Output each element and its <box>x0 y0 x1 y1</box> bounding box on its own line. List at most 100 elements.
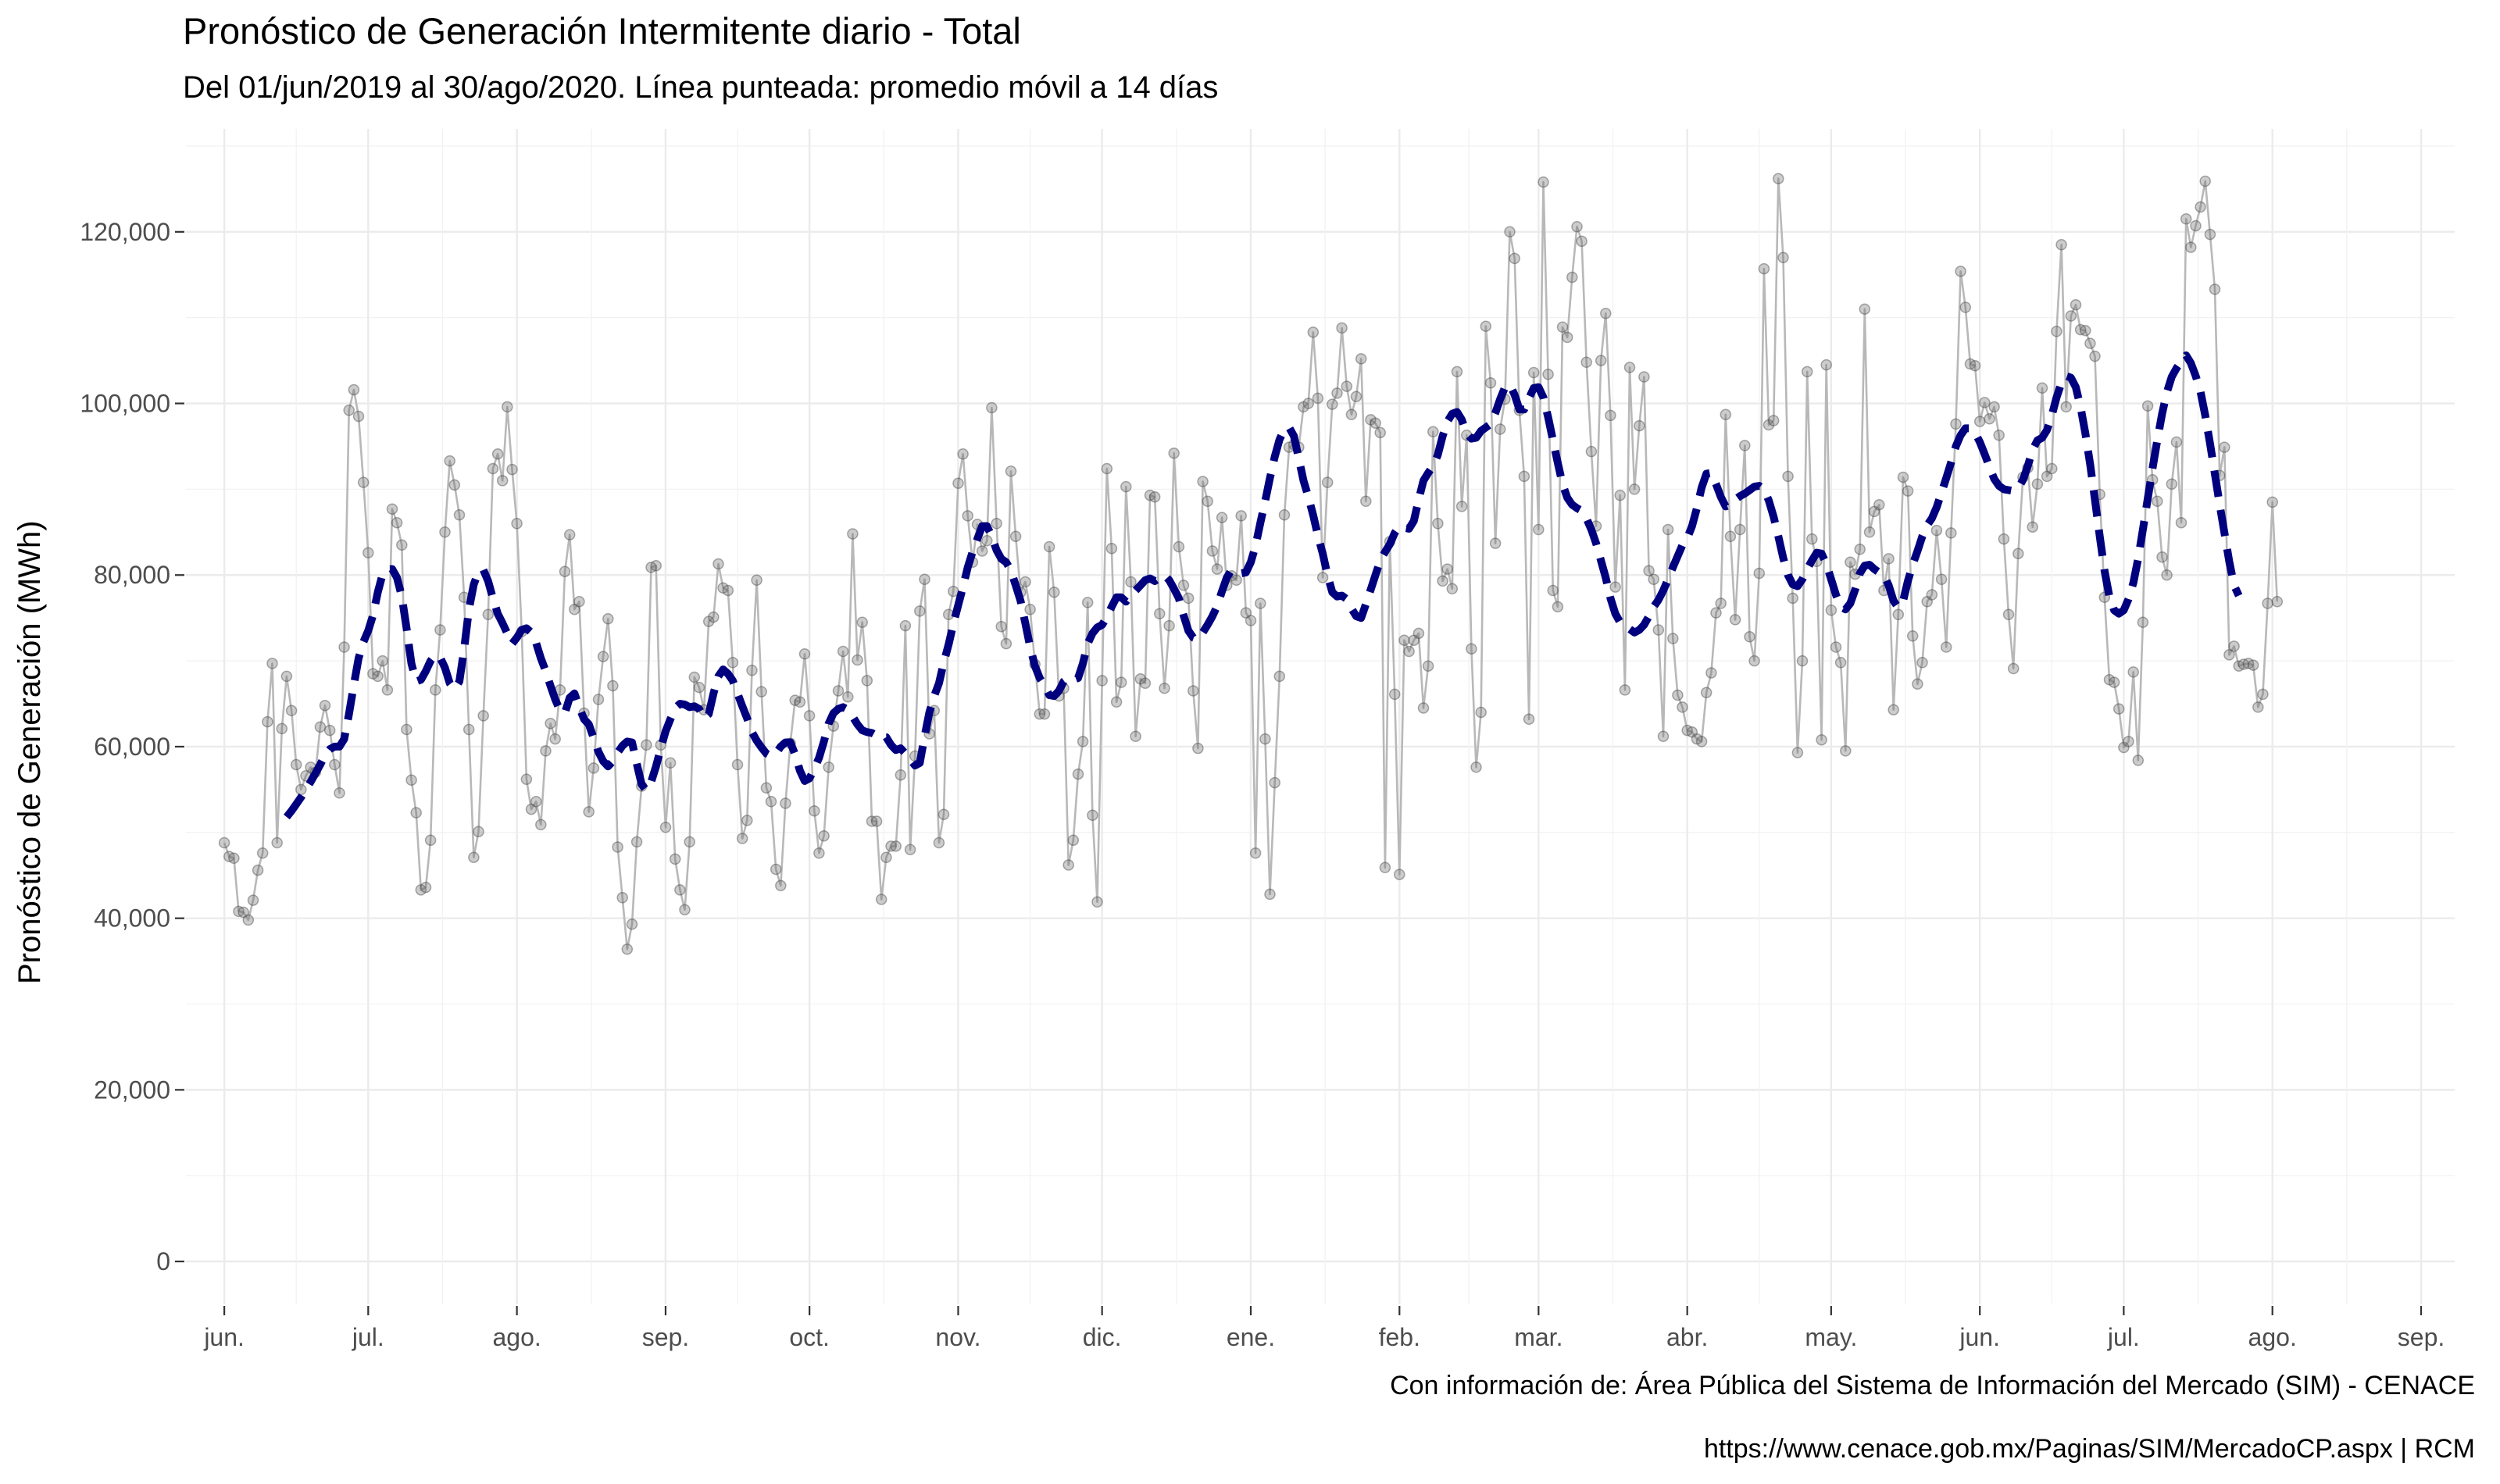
daily-point <box>1437 575 1448 587</box>
daily-point <box>607 680 619 692</box>
daily-point <box>755 686 767 697</box>
daily-point <box>2031 478 2044 491</box>
daily-point <box>1489 537 1502 549</box>
daily-point <box>1509 252 1520 265</box>
daily-point <box>1365 414 1377 426</box>
daily-point <box>1475 706 1487 719</box>
daily-point <box>1921 596 1933 608</box>
daily-point <box>875 894 888 905</box>
daily-point <box>1211 563 1223 575</box>
x-tick-label: feb. <box>1379 1323 1420 1351</box>
x-tick-label: nov. <box>935 1323 980 1351</box>
chart-title: Pronóstico de Generación Intermitente di… <box>183 10 1021 52</box>
daily-point <box>866 815 878 827</box>
daily-point <box>2257 688 2269 701</box>
daily-point <box>794 696 806 708</box>
daily-point <box>1724 530 1737 543</box>
daily-point <box>1298 401 1309 413</box>
daily-point <box>1902 485 1914 497</box>
daily-point <box>362 547 374 558</box>
daily-point <box>444 455 455 467</box>
daily-point <box>1993 429 2005 441</box>
daily-point <box>1115 676 1127 688</box>
daily-point <box>1327 398 1338 410</box>
daily-point <box>1672 689 1684 701</box>
x-tick-label: sep. <box>2398 1323 2445 1351</box>
daily-point <box>630 836 643 848</box>
daily-point <box>2266 496 2278 508</box>
daily-point <box>256 847 269 859</box>
daily-point <box>1979 397 1991 408</box>
daily-point <box>386 503 398 515</box>
daily-point <box>1336 322 1348 334</box>
daily-point <box>1767 415 1780 426</box>
daily-point <box>2089 350 2101 362</box>
daily-point <box>1758 262 1770 275</box>
daily-point <box>1686 726 1698 738</box>
daily-point <box>1825 605 1838 616</box>
daily-point <box>693 681 705 694</box>
daily-point <box>2170 436 2183 448</box>
daily-point <box>1595 355 1607 366</box>
daily-point <box>1648 573 1659 585</box>
daily-point <box>1729 614 1741 626</box>
daily-point <box>430 684 441 696</box>
daily-point <box>448 479 461 491</box>
daily-point <box>919 573 930 585</box>
daily-point <box>549 733 561 745</box>
daily-point <box>338 641 350 653</box>
daily-point <box>1691 733 1703 745</box>
daily-point <box>2161 569 2173 581</box>
daily-point <box>1912 678 1923 690</box>
daily-point <box>597 651 609 662</box>
daily-point <box>367 668 379 680</box>
daily-point <box>2123 736 2134 747</box>
daily-point <box>702 615 715 627</box>
daily-point <box>563 529 576 540</box>
x-tick-label: jul. <box>352 1323 384 1351</box>
daily-point <box>1643 565 1655 576</box>
daily-point <box>1782 470 1794 483</box>
daily-point <box>1062 859 1074 871</box>
daily-point <box>722 584 734 597</box>
daily-point <box>981 535 993 547</box>
daily-point <box>381 684 394 696</box>
daily-point <box>1600 307 1612 319</box>
daily-point <box>1484 376 1497 389</box>
daily-point <box>842 690 854 703</box>
x-tick-label: ene. <box>1227 1323 1275 1351</box>
daily-point <box>1930 524 1943 537</box>
daily-point <box>285 705 298 717</box>
daily-point <box>1360 495 1372 508</box>
daily-point <box>1417 702 1430 714</box>
daily-point <box>2271 596 2284 608</box>
daily-point <box>823 762 834 773</box>
daily-point <box>1777 251 1789 264</box>
daily-point <box>1077 736 1089 747</box>
daily-point <box>1398 634 1410 646</box>
daily-point <box>1609 581 1621 593</box>
daily-point <box>545 718 556 730</box>
daily-point <box>731 758 744 771</box>
daily-point <box>242 914 255 926</box>
daily-point <box>434 624 446 636</box>
daily-point <box>1527 366 1540 379</box>
daily-point <box>262 715 273 728</box>
daily-point <box>602 613 614 625</box>
daily-point <box>1652 624 1665 636</box>
daily-point <box>588 762 600 774</box>
daily-point <box>462 723 475 736</box>
daily-point <box>2074 323 2087 336</box>
daily-point <box>1739 440 1751 451</box>
daily-point <box>664 757 677 769</box>
daily-point <box>2238 658 2250 670</box>
daily-point <box>1240 607 1252 619</box>
daily-point <box>323 724 336 737</box>
daily-point <box>1173 540 1185 553</box>
daily-point <box>290 758 302 771</box>
daily-point <box>1892 608 1905 621</box>
daily-point <box>751 574 762 587</box>
daily-point <box>2185 241 2197 253</box>
daily-point <box>1854 544 1866 555</box>
daily-point <box>1000 637 1012 650</box>
